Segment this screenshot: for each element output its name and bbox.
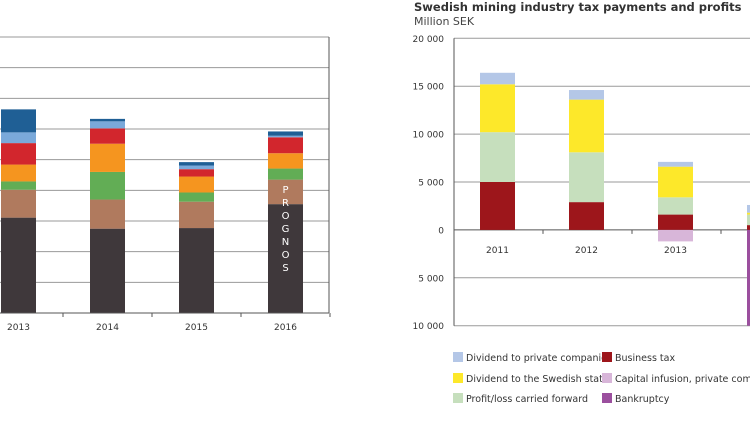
bar-segment bbox=[268, 137, 303, 154]
legend-swatch bbox=[453, 372, 463, 383]
x-tick-label: 2014 bbox=[96, 323, 119, 333]
bar-segment bbox=[90, 228, 125, 313]
legend-item: Bankruptcy bbox=[602, 393, 669, 405]
bar-segment bbox=[1, 164, 36, 182]
bar-segment bbox=[658, 229, 693, 242]
legend-item: Business tax bbox=[602, 352, 675, 364]
prognos-annotation-letter: O bbox=[282, 250, 290, 261]
bar-segment bbox=[1, 143, 36, 165]
bar-segment bbox=[658, 214, 693, 230]
prognos-annotation-letter: N bbox=[282, 237, 289, 248]
bar-segment bbox=[569, 202, 604, 230]
bar-segment bbox=[179, 228, 214, 313]
bar-segment bbox=[747, 229, 750, 326]
bar-segment bbox=[1, 217, 36, 313]
legend-label: Capital infusion, private companies bbox=[615, 373, 750, 385]
bar-segment bbox=[1, 109, 36, 133]
legend-label: Dividend to private companies bbox=[466, 353, 612, 364]
bar-segment bbox=[569, 90, 604, 100]
y-tick-label: 15 000 bbox=[413, 83, 445, 93]
bar-segment bbox=[179, 201, 214, 229]
y-tick-label: 10 000 bbox=[413, 322, 445, 332]
legend-swatch bbox=[453, 393, 463, 403]
bar-segment bbox=[268, 204, 303, 313]
legend-label: Business tax bbox=[615, 353, 676, 364]
x-tick-label: 2013 bbox=[7, 323, 30, 333]
x-tick-label: 2011 bbox=[486, 246, 509, 256]
prognos-annotation-letter: O bbox=[282, 211, 290, 222]
bar-segment bbox=[569, 152, 604, 203]
bar-segment bbox=[179, 192, 214, 202]
prognos-annotation-letter: P bbox=[282, 185, 288, 196]
bar-segment bbox=[1, 189, 36, 218]
x-tick-label: 2015 bbox=[185, 323, 208, 333]
bar-segment bbox=[268, 153, 303, 169]
bar-segment bbox=[1, 132, 36, 144]
chart-title: Swedish mining industry tax payments and… bbox=[414, 0, 742, 14]
bar-segment bbox=[658, 197, 693, 215]
legend-swatch bbox=[602, 393, 612, 403]
x-tick-label: 2013 bbox=[664, 246, 687, 256]
bar-segment bbox=[658, 161, 693, 167]
bar-segment bbox=[268, 168, 303, 180]
legend-item: Dividend to private companies bbox=[453, 352, 612, 364]
bar-segment bbox=[480, 84, 515, 133]
prognos-annotation-letter: R bbox=[282, 198, 289, 209]
bar-segment bbox=[268, 179, 303, 205]
y-tick-label: 10 000 bbox=[413, 131, 445, 141]
bar-segment bbox=[90, 118, 125, 122]
legend-item: Capital infusion, private companies bbox=[602, 372, 750, 385]
legend-label: Profit/loss carried forward bbox=[466, 394, 588, 405]
legend-swatch bbox=[602, 372, 612, 383]
bar-segment bbox=[569, 99, 604, 153]
bar-segment bbox=[179, 169, 214, 177]
bar-segment bbox=[747, 225, 750, 230]
bar-segment bbox=[658, 166, 693, 198]
y-tick-label: 5 000 bbox=[418, 179, 444, 189]
bar-segment bbox=[179, 165, 214, 170]
legend-label: Bankruptcy bbox=[615, 394, 670, 405]
bar-segment bbox=[268, 135, 303, 138]
bar-segment bbox=[179, 176, 214, 193]
bar-segment bbox=[480, 182, 515, 230]
y-tick-label: 0 bbox=[438, 226, 444, 236]
bar-segment bbox=[90, 121, 125, 129]
bar-segment bbox=[90, 128, 125, 144]
prognos-annotation-letter: S bbox=[282, 263, 288, 274]
legend-swatch bbox=[453, 352, 463, 362]
bar-segment bbox=[480, 132, 515, 182]
bar-segment bbox=[747, 212, 750, 215]
y-tick-label: 20 000 bbox=[413, 35, 445, 45]
bar-segment bbox=[90, 143, 125, 172]
y-axis-unit-label: Million SEK bbox=[414, 15, 475, 28]
prognos-annotation-letter: G bbox=[282, 224, 290, 235]
bar-segment bbox=[480, 72, 515, 85]
bar-segment bbox=[90, 199, 125, 229]
legend-item: Profit/loss carried forward bbox=[453, 393, 588, 405]
legend-label: Dividend to the Swedish state bbox=[466, 373, 609, 385]
x-tick-label: 2012 bbox=[575, 246, 598, 256]
bar-segment bbox=[747, 204, 750, 213]
legend-item: Dividend to the Swedish state bbox=[453, 372, 609, 385]
bar-segment bbox=[1, 181, 36, 190]
legend-swatch bbox=[602, 352, 612, 362]
bar-segment bbox=[268, 131, 303, 136]
bar-segment bbox=[747, 214, 750, 226]
bar-segment bbox=[90, 171, 125, 200]
x-tick-label: 2016 bbox=[274, 323, 297, 333]
bar-segment bbox=[179, 162, 214, 166]
y-tick-label: 5 000 bbox=[418, 274, 444, 284]
